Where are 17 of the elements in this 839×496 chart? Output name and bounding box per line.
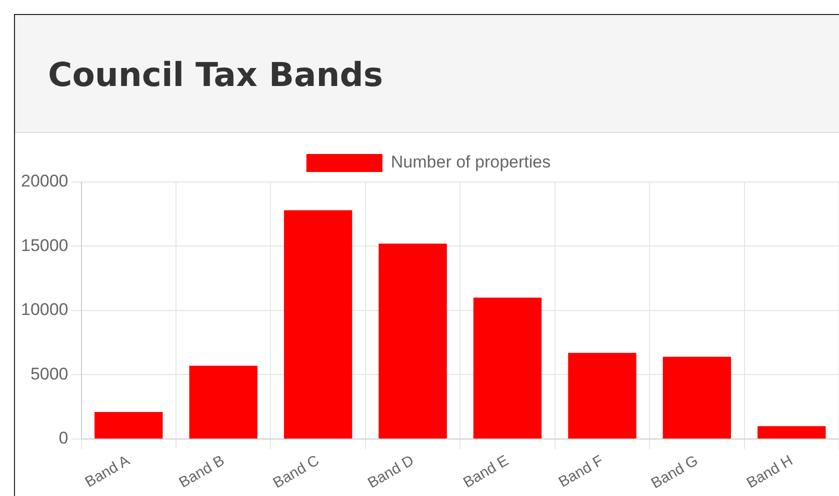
bar	[568, 352, 636, 438]
chart-title: Council Tax Bands	[48, 55, 384, 94]
x-tick-label: Band G	[648, 452, 701, 492]
legend-label: Number of properties	[390, 152, 551, 172]
bar	[378, 244, 447, 438]
bar	[284, 210, 352, 438]
bar	[662, 356, 732, 438]
bar	[473, 298, 542, 438]
y-tick-label: 10000	[20, 300, 68, 320]
x-tick-label: Band H	[744, 452, 796, 492]
y-tick-label: 20000	[20, 172, 68, 191]
bar	[758, 426, 826, 438]
y-tick-label: 0	[58, 428, 68, 448]
bar	[189, 366, 258, 438]
y-tick-label: 5000	[30, 364, 68, 384]
y-tick-label: 15000	[20, 236, 68, 255]
bar	[94, 412, 163, 438]
